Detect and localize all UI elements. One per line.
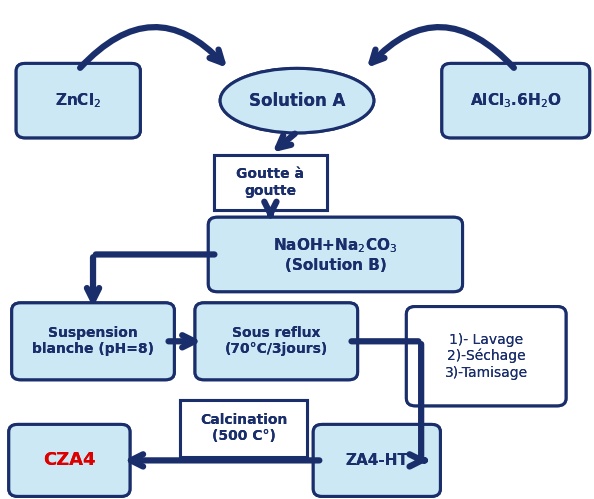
Text: CZA4: CZA4 [43, 452, 96, 470]
FancyBboxPatch shape [406, 306, 566, 406]
FancyBboxPatch shape [208, 217, 463, 292]
Text: Calcination
(500 C°): Calcination (500 C°) [200, 413, 287, 443]
Text: ZnCl$_2$: ZnCl$_2$ [55, 91, 102, 110]
Text: 1)- Lavage
2)-Séchage
3)-Tamisage: 1)- Lavage 2)-Séchage 3)-Tamisage [445, 333, 527, 380]
Text: 1)- Lavage
2)-Séchage
3)-Tamisage: 1)- Lavage 2)-Séchage 3)-Tamisage [445, 333, 527, 380]
Text: Solution A: Solution A [249, 92, 345, 110]
Text: ZnCl$_2$: ZnCl$_2$ [55, 91, 102, 110]
Text: AlCl$_3$.6H$_2$O: AlCl$_3$.6H$_2$O [470, 91, 561, 110]
Text: Goutte à
goutte: Goutte à goutte [236, 167, 304, 198]
Text: Calcination
(500 C°): Calcination (500 C°) [200, 413, 287, 443]
Text: Suspension
blanche (pH=8): Suspension blanche (pH=8) [32, 326, 154, 356]
FancyBboxPatch shape [12, 303, 174, 380]
FancyBboxPatch shape [180, 400, 307, 457]
FancyBboxPatch shape [208, 217, 463, 292]
Text: ZA4-HT: ZA4-HT [345, 453, 408, 468]
FancyBboxPatch shape [195, 303, 358, 380]
Text: Goutte à
goutte: Goutte à goutte [236, 167, 304, 198]
Text: Sous reflux
(70°C/3jours): Sous reflux (70°C/3jours) [225, 326, 328, 356]
FancyBboxPatch shape [406, 306, 566, 406]
FancyBboxPatch shape [442, 63, 590, 138]
FancyBboxPatch shape [313, 425, 440, 497]
FancyBboxPatch shape [195, 303, 358, 380]
FancyBboxPatch shape [16, 63, 140, 138]
Text: AlCl$_3$.6H$_2$O: AlCl$_3$.6H$_2$O [470, 91, 561, 110]
FancyBboxPatch shape [12, 303, 174, 380]
Text: Suspension
blanche (pH=8): Suspension blanche (pH=8) [32, 326, 154, 356]
FancyBboxPatch shape [313, 425, 440, 497]
Text: ZA4-HT: ZA4-HT [345, 453, 408, 468]
FancyBboxPatch shape [9, 425, 130, 497]
FancyBboxPatch shape [442, 63, 590, 138]
Text: Solution A: Solution A [249, 92, 345, 110]
Text: NaOH+Na$_2$CO$_3$
(Solution B): NaOH+Na$_2$CO$_3$ (Solution B) [273, 237, 397, 272]
Ellipse shape [220, 68, 374, 133]
Text: CZA4: CZA4 [43, 452, 96, 470]
Text: Sous reflux
(70°C/3jours): Sous reflux (70°C/3jours) [225, 326, 328, 356]
FancyBboxPatch shape [9, 425, 130, 497]
FancyBboxPatch shape [180, 400, 307, 457]
Ellipse shape [220, 68, 374, 133]
FancyBboxPatch shape [214, 155, 327, 210]
FancyBboxPatch shape [214, 155, 327, 210]
FancyBboxPatch shape [16, 63, 140, 138]
Text: NaOH+Na$_2$CO$_3$
(Solution B): NaOH+Na$_2$CO$_3$ (Solution B) [273, 237, 397, 272]
